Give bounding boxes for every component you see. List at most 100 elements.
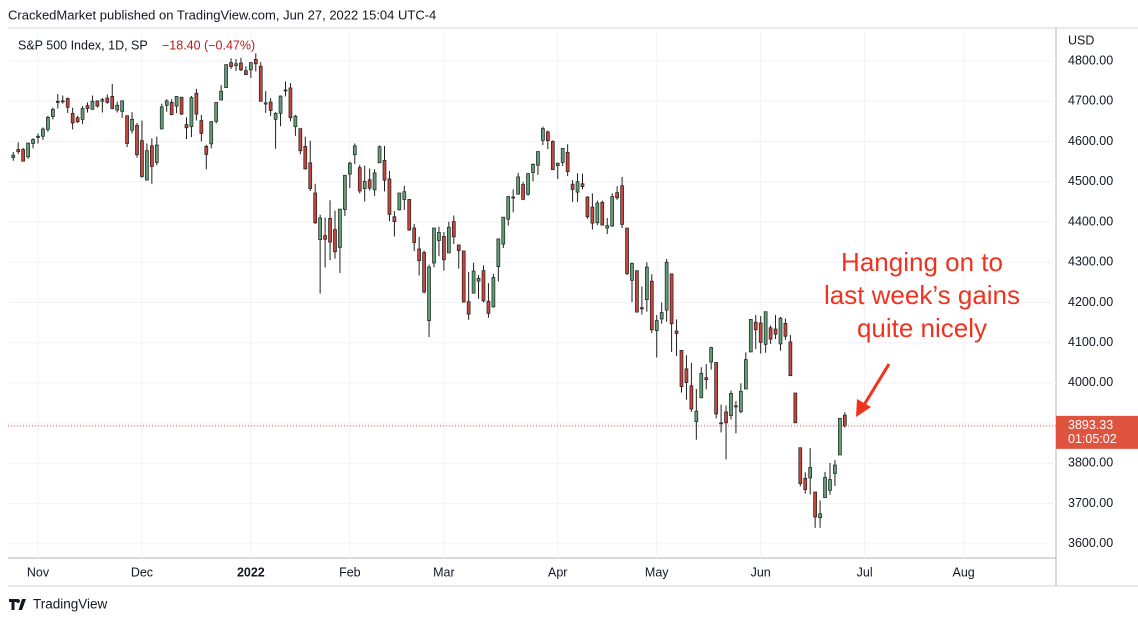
candle-body <box>828 479 832 491</box>
candle-body <box>753 321 758 331</box>
candle-body <box>308 162 313 189</box>
candle-body <box>100 99 105 102</box>
candle-body <box>808 467 813 479</box>
candle-body <box>506 196 511 220</box>
candle-body <box>397 192 402 211</box>
candle-body <box>729 393 733 416</box>
candle-body <box>263 102 268 105</box>
candle-body <box>773 328 778 335</box>
candle-body <box>704 377 709 381</box>
countdown: 01:05:02 <box>1068 432 1117 446</box>
candle-body <box>719 422 723 425</box>
annotation-line: last week’s gains <box>824 280 1020 310</box>
candle-body <box>788 341 793 377</box>
candle-body <box>41 128 45 137</box>
candle-body <box>466 301 471 315</box>
candle-body <box>709 347 714 363</box>
candle-body <box>36 135 40 138</box>
candle-body <box>758 322 763 343</box>
footer-text: TradingView <box>33 597 108 612</box>
candle-body <box>110 96 115 109</box>
candle-body <box>412 227 417 243</box>
annotation: Hanging on to last week’s gains quite ni… <box>824 247 1020 417</box>
candle-body <box>273 112 278 120</box>
x-tick-label: Nov <box>27 565 50 579</box>
candle-body <box>422 252 426 293</box>
candle-body <box>65 98 70 108</box>
candle-body <box>21 149 25 162</box>
candle-body <box>536 151 540 166</box>
y-tick-label: 4800.00 <box>1068 53 1113 67</box>
candle-body <box>164 100 169 106</box>
change: −18.40 (−0.47%) <box>162 38 255 52</box>
candle-body <box>560 147 565 163</box>
candle-body <box>31 139 35 144</box>
candle-body <box>541 128 545 141</box>
annotation-line: Hanging on to <box>841 247 1003 277</box>
candle-body <box>46 116 50 130</box>
candle-body <box>125 115 129 144</box>
candle-body <box>654 320 659 331</box>
candle-body <box>427 266 431 321</box>
y-tick-label: 4000.00 <box>1068 375 1113 389</box>
candle-body <box>120 100 124 112</box>
logo <box>9 599 26 610</box>
candle-body <box>60 100 65 103</box>
candle-body <box>278 95 283 114</box>
candle-body <box>833 464 837 474</box>
candle-body <box>105 97 110 103</box>
candle-body <box>16 149 21 152</box>
candle-body <box>417 248 421 261</box>
candle-body <box>699 372 704 399</box>
candle-body <box>659 312 664 320</box>
x-tick-label: Apr <box>548 565 567 579</box>
candle-body <box>362 180 367 189</box>
x-tick-label: Aug <box>953 565 975 579</box>
candle-body <box>224 64 228 88</box>
candle-body <box>476 277 481 282</box>
candle-body <box>590 206 595 224</box>
candle-body <box>595 202 600 224</box>
candle-body <box>486 300 491 314</box>
candle-body <box>55 100 60 103</box>
x-tick-label: Feb <box>339 565 361 579</box>
candle-body <box>249 62 253 71</box>
candle-body <box>471 270 476 294</box>
candle-body <box>174 96 179 107</box>
last-price-label: 3893.33 <box>1068 418 1113 432</box>
candle-body <box>214 102 219 122</box>
candle-body <box>140 140 144 177</box>
candle-body <box>803 477 808 490</box>
candle-body <box>823 477 827 498</box>
candle-body <box>352 145 357 156</box>
x-tick-label: Dec <box>131 565 153 579</box>
candle-body <box>150 145 154 167</box>
candle-body <box>813 491 817 518</box>
candle-body <box>526 173 530 195</box>
candle-body <box>798 447 803 484</box>
candle-body <box>714 362 718 415</box>
candle-body <box>565 152 570 173</box>
candle-body <box>793 392 798 424</box>
candle-body <box>293 115 298 127</box>
candle-body <box>511 196 516 199</box>
candle-body <box>456 244 461 251</box>
candle-body <box>496 238 501 267</box>
header: CrackedMarket published on TradingView.c… <box>8 7 436 22</box>
candle-body <box>209 121 214 145</box>
candle-body <box>328 217 332 243</box>
candle-body <box>343 174 347 210</box>
candle-body <box>432 227 436 264</box>
candle-body <box>689 385 694 410</box>
candle-body <box>135 125 139 156</box>
y-tick-label: 4600.00 <box>1068 134 1113 148</box>
candle-body <box>451 221 456 238</box>
candle-body <box>838 418 842 456</box>
candle-body <box>184 124 189 129</box>
candle-body <box>288 87 293 119</box>
candle-body <box>818 513 822 519</box>
candle-body <box>679 349 684 387</box>
x-tick-label: 2022 <box>237 565 265 579</box>
candle-body <box>11 154 16 158</box>
